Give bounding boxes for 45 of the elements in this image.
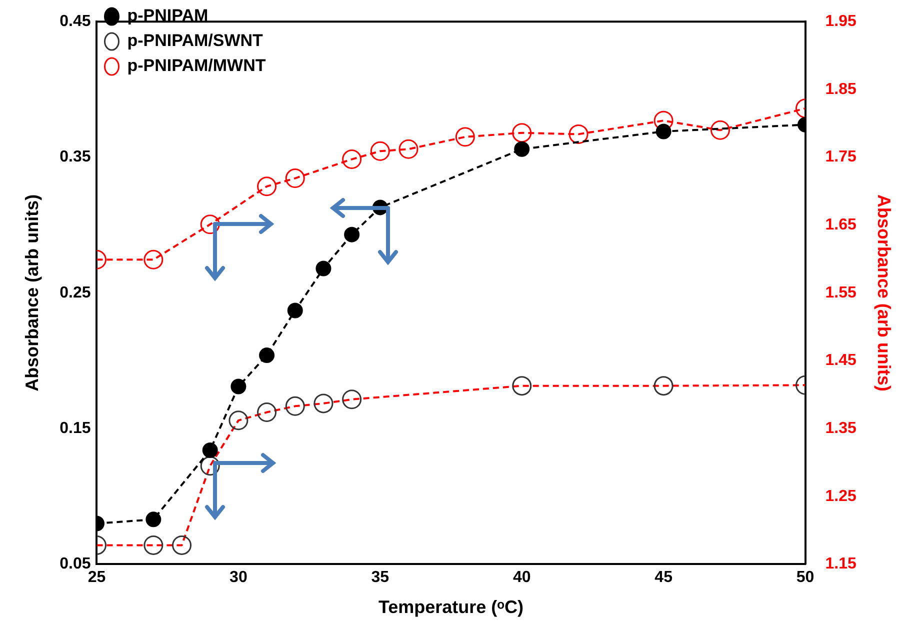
point — [259, 348, 275, 364]
y2-tick-label: 1.95 — [825, 13, 856, 30]
point — [285, 168, 305, 188]
y2-tick-label: 1.35 — [825, 420, 856, 437]
x-tick-label: 45 — [654, 569, 673, 586]
point — [455, 127, 475, 147]
point — [514, 141, 530, 157]
point — [230, 378, 246, 394]
point — [257, 176, 277, 196]
point — [342, 150, 362, 170]
point — [202, 442, 218, 458]
x-tick-label: 35 — [371, 569, 390, 586]
point — [656, 124, 672, 140]
y2-tick-label: 1.85 — [825, 80, 856, 98]
y-tick-label: 0.15 — [60, 420, 91, 437]
legend-label: p-PNIPAM — [127, 6, 208, 26]
y2-axis-title: Absorbance (arb units) — [874, 194, 894, 392]
x-axis-title: Temperature (ᵒC) — [378, 597, 524, 618]
point — [568, 124, 588, 144]
x-tick-label: 30 — [230, 569, 248, 586]
y2-tick-label: 1.25 — [825, 488, 856, 505]
point — [512, 123, 532, 143]
point — [398, 139, 418, 159]
y-axis-title: Absorbance (arb units) — [22, 194, 42, 392]
point — [344, 226, 360, 242]
point — [287, 302, 303, 318]
x-tick-label: 25 — [88, 569, 106, 586]
y2-tick-label: 1.65 — [825, 216, 856, 234]
point — [710, 120, 730, 140]
y2-tick-label: 1.55 — [825, 284, 856, 302]
x-tick-label: 40 — [512, 569, 531, 586]
legend-label: p-PNIPAM/MWNT — [127, 56, 266, 76]
y-tick-label: 0.35 — [60, 148, 91, 166]
point — [146, 512, 162, 528]
y-tick-label: 0.45 — [60, 13, 91, 30]
x-tick-label: 50 — [796, 569, 814, 586]
y2-tick-label: 1.75 — [825, 148, 856, 166]
point — [200, 214, 220, 234]
y2-tick-label: 1.45 — [825, 352, 856, 370]
legend-label: p-PNIPAM/SWNT — [127, 31, 264, 50]
point — [316, 260, 332, 276]
y2-tick-label: 1.15 — [825, 556, 856, 573]
point — [370, 141, 390, 161]
point — [144, 250, 164, 270]
y-tick-label: 0.25 — [60, 284, 91, 302]
